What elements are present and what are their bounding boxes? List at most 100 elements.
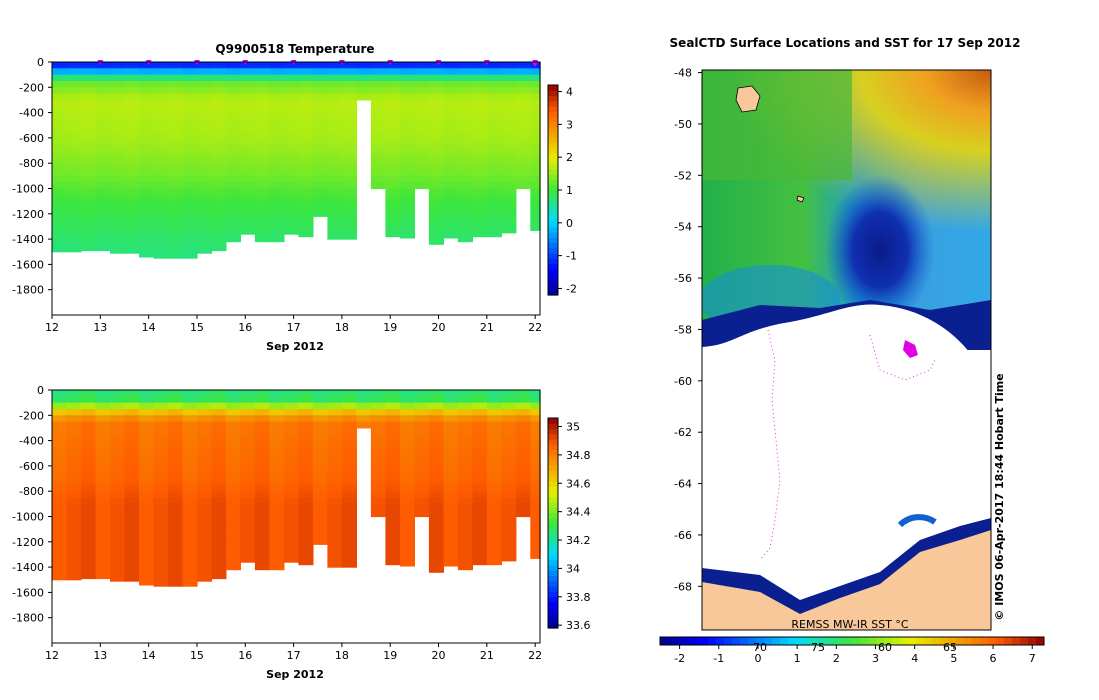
section-cell xyxy=(95,232,111,240)
section-cell xyxy=(269,194,285,202)
section-cell xyxy=(370,125,386,133)
section-cell xyxy=(486,529,502,536)
colorbar-swatch xyxy=(548,444,558,451)
section-cell xyxy=(240,125,256,133)
section-cell xyxy=(225,118,241,126)
section-cell xyxy=(240,188,256,196)
section-cell xyxy=(327,137,343,145)
section-cell xyxy=(428,201,444,209)
section-cell xyxy=(153,529,169,536)
section-cell xyxy=(414,484,430,492)
section-cell xyxy=(66,213,82,221)
section-cell xyxy=(225,131,241,139)
section-cell xyxy=(501,163,517,171)
section-cell xyxy=(182,446,198,454)
section-cell xyxy=(414,446,430,454)
section-cell xyxy=(254,503,270,511)
colorbar-swatch xyxy=(548,460,558,466)
section-cell xyxy=(254,163,270,171)
section-cell xyxy=(486,503,502,511)
colorbar-swatch xyxy=(548,433,558,440)
section-cell xyxy=(399,396,415,404)
sst-colorbar-swatch xyxy=(772,637,781,645)
section-cell xyxy=(385,188,401,196)
section-cell xyxy=(66,453,82,461)
sst-colorbar-swatch xyxy=(916,637,925,645)
section-cell xyxy=(153,169,169,177)
section-cell xyxy=(52,396,68,404)
section-cell xyxy=(472,548,488,555)
colorbar-swatch xyxy=(548,586,558,592)
section-cell xyxy=(283,503,299,511)
section-cell xyxy=(443,220,459,227)
section-cell xyxy=(327,87,343,95)
x-tick-label: 22 xyxy=(528,649,542,662)
section-cell xyxy=(95,497,111,505)
section-cell xyxy=(385,396,401,404)
section-cell xyxy=(283,112,299,120)
section-cell xyxy=(370,453,386,461)
section-cell xyxy=(501,535,517,543)
sst-colorbar-swatch xyxy=(660,637,669,645)
section-cell xyxy=(399,510,415,518)
section-cell xyxy=(110,516,126,524)
section-cell xyxy=(211,459,227,467)
x-tick-label: 19 xyxy=(383,321,397,334)
section-cell xyxy=(472,427,488,435)
section-cell xyxy=(52,446,68,454)
section-cell xyxy=(414,459,430,467)
section-cell xyxy=(95,472,111,480)
section-cell xyxy=(110,169,126,177)
section-cell xyxy=(182,62,198,69)
sst-colorbar-swatch xyxy=(1036,637,1045,645)
section-cell xyxy=(501,421,517,429)
section-cell xyxy=(341,106,357,114)
section-cell xyxy=(298,529,314,536)
section-cell xyxy=(197,516,213,524)
section-cell xyxy=(139,472,155,480)
section-cell xyxy=(66,93,82,101)
section-cell xyxy=(81,396,97,404)
section-cell xyxy=(515,118,531,126)
section-cell xyxy=(52,427,68,435)
section-cell xyxy=(428,226,444,234)
section-cell xyxy=(211,232,227,240)
section-cell xyxy=(182,421,198,429)
section-cell xyxy=(211,415,227,423)
section-cell xyxy=(211,74,227,82)
section-cell xyxy=(66,182,82,190)
section-cell xyxy=(457,125,473,133)
section-cell xyxy=(327,560,343,568)
section-cell xyxy=(139,402,155,410)
section-cell xyxy=(269,131,285,139)
section-cell xyxy=(298,421,314,429)
section-cell xyxy=(153,567,169,574)
section-cell xyxy=(95,478,111,486)
section-cell xyxy=(341,150,357,158)
section-cell xyxy=(182,68,198,76)
section-cell xyxy=(81,220,97,227)
section-cell xyxy=(240,87,256,95)
section-cell xyxy=(139,207,155,215)
section-cell xyxy=(283,156,299,164)
section-cell xyxy=(530,554,541,559)
section-cell xyxy=(312,491,328,499)
section-cell xyxy=(515,125,531,133)
section-cell xyxy=(457,226,473,234)
section-cell xyxy=(269,118,285,126)
section-cell xyxy=(341,93,357,101)
section-cell xyxy=(124,87,140,95)
section-cell xyxy=(486,106,502,114)
colorbar-tick-label: -1 xyxy=(566,250,577,263)
section-cell xyxy=(254,427,270,435)
section-cell xyxy=(168,106,184,114)
section-cell xyxy=(443,541,459,549)
sst-colorbar-swatch xyxy=(668,637,677,645)
section-cell xyxy=(197,548,213,555)
section-cell xyxy=(81,491,97,499)
section-cell xyxy=(327,402,343,410)
section-cell xyxy=(124,465,140,473)
section-cell xyxy=(341,112,357,120)
section-cell xyxy=(182,125,198,133)
section-cell xyxy=(211,182,227,190)
